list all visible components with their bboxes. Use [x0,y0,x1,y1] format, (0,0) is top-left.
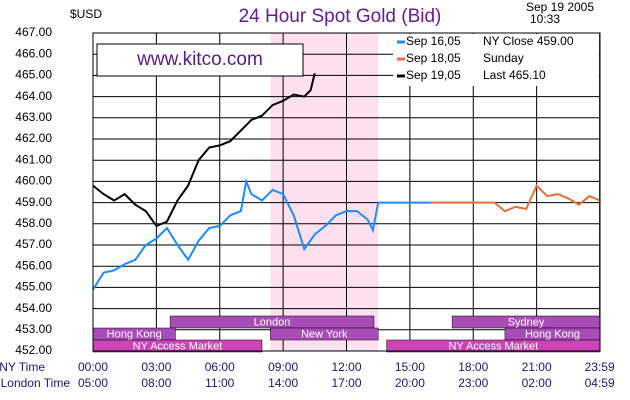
legend-marker [397,40,405,44]
session-label: Hong Kong [525,328,580,340]
series-line [431,183,601,213]
x-tick-label: 21:00 [522,360,552,374]
x-tick-label: 12:00 [331,360,361,374]
y-tick-label: 457.00 [15,237,52,251]
x2-tick-label: 08:00 [141,376,171,390]
y-tick-label: 456.00 [15,258,52,272]
y-tick-label: 458.00 [15,216,52,230]
y-tick-label: 465.00 [15,68,52,82]
legend-label: Sep 16,05 [406,34,461,48]
y-tick-label: 453.00 [15,322,52,336]
session-label: NY Access Market [448,340,538,352]
x-axis-label: NY Time [0,360,45,374]
series-line [92,177,431,291]
y-tick-label: 460.00 [15,174,52,188]
session-bar [270,327,379,341]
watermark-box [96,43,304,77]
x-tick-label: 23:59 [585,360,615,374]
y-tick-label: 455.00 [15,280,52,294]
plot-border [92,32,601,352]
y-tick-label: 454.00 [15,301,52,315]
time: 10:33 [530,12,560,26]
x2-tick-label: 11:00 [205,376,234,390]
y-tick-label: 461.00 [15,152,52,166]
x-tick-label: 18:00 [458,360,488,374]
x2-tick-label: 14:00 [268,376,298,390]
y-tick-label: 462.00 [15,131,52,145]
legend-marker [397,74,405,78]
legend-note: Sunday [483,51,524,65]
y-tick-label: 467.00 [15,25,52,39]
x2-tick-label: 23:00 [458,376,488,390]
session-label: London [254,316,291,328]
session-label: Hong Kong [107,328,162,340]
legend-label: Sep 19,05 [406,68,461,82]
session-label: New York [301,328,348,340]
x2-tick-label: 04:59 [585,376,615,390]
x-tick-label: 00:00 [78,360,108,374]
y-tick-label: 464.00 [15,89,52,103]
legend-note: NY Close 459.00 [483,34,574,48]
highlight [270,33,379,351]
legend-note: Last 465.10 [483,68,546,82]
y-tick-label: 466.00 [15,46,52,60]
y-tick-label: 452.00 [15,343,52,357]
legend-label: Sep 18,05 [406,51,461,65]
x2-tick-label: 20:00 [395,376,425,390]
legend-marker [397,57,405,61]
session-label: Sydney [508,316,545,328]
y-tick-label: 459.00 [15,195,52,209]
x-tick-label: 09:00 [268,360,298,374]
x-tick-label: 15:00 [395,360,425,374]
x2-tick-label: 02:00 [522,376,552,390]
series-line [92,73,316,228]
legend-box [393,34,599,86]
y-unit: $USD [70,7,102,21]
x-tick-label: 06:00 [205,360,235,374]
x2-tick-label: 17:00 [331,376,361,390]
x2-tick-label: 05:00 [78,376,108,390]
date: Sep 19 2005 [526,0,594,14]
x-tick-label: 03:00 [141,360,171,374]
session-label: NY Access Market [133,340,223,352]
watermark: www.kitco.com [136,49,263,70]
x2-axis-label: London Time [1,376,71,390]
y-tick-label: 463.00 [15,110,52,124]
chart-title: 24 Hour Spot Gold (Bid) [239,6,442,27]
